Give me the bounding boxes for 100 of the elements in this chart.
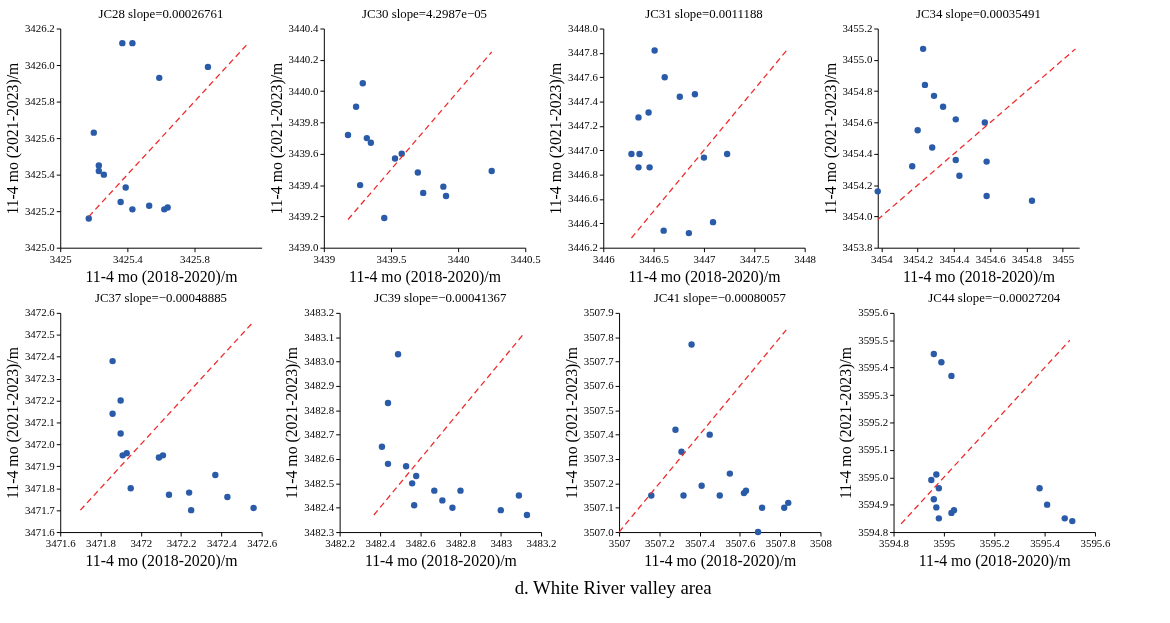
y-tick-label: 3454.4 xyxy=(842,147,873,160)
point xyxy=(781,504,788,511)
point xyxy=(212,471,219,479)
point xyxy=(391,155,399,162)
x-tick-label: 3482.4 xyxy=(365,537,396,550)
y-tick-label: 3483.1 xyxy=(304,330,335,343)
point xyxy=(678,448,685,455)
y-tick-label: 3507.3 xyxy=(583,452,614,465)
point xyxy=(123,449,130,457)
point xyxy=(952,116,959,123)
chart-title: JC30 slope=4.2987e−05 xyxy=(362,6,488,21)
y-tick-label: 3483.0 xyxy=(304,355,335,368)
y-tick-label: 3455.0 xyxy=(842,53,873,66)
x-tick-label: 3455 xyxy=(1052,253,1075,266)
point xyxy=(1069,517,1076,525)
point xyxy=(515,492,523,499)
point xyxy=(250,504,257,512)
point xyxy=(185,489,193,496)
point xyxy=(956,172,963,179)
y-tick-label: 3454.8 xyxy=(842,84,873,97)
chart-title: JC31 slope=0.0011188 xyxy=(645,6,763,21)
point xyxy=(672,426,679,433)
y-tick-label: 3594.8 xyxy=(858,525,889,538)
y-tick-label: 3472.0 xyxy=(24,437,56,450)
point xyxy=(952,156,959,164)
point xyxy=(935,515,943,522)
point xyxy=(645,109,652,116)
point xyxy=(159,452,167,459)
point xyxy=(384,460,392,468)
y-tick-label: 3426.0 xyxy=(24,58,56,71)
y-tick-label: 3472.2 xyxy=(24,394,55,407)
y-tick-label: 3472.1 xyxy=(24,415,55,428)
x-tick-label: 3440 xyxy=(447,253,471,266)
x-axis-title: 11-4 mo (2018-2020)/m xyxy=(902,267,1056,286)
y-tick-label: 3482.7 xyxy=(304,428,335,441)
y-tick-label: 3447.6 xyxy=(567,70,599,83)
point xyxy=(394,351,402,358)
point xyxy=(651,47,658,54)
x-tick-label: 3454.2 xyxy=(903,253,934,266)
y-tick-label: 3453.8 xyxy=(842,241,873,254)
y-tick-label: 3507.7 xyxy=(583,355,615,368)
x-tick-label: 3425.8 xyxy=(180,253,211,266)
text: d. White River valley area xyxy=(514,577,713,599)
y-axis-title: 11-4 mo (2021-2023)/m xyxy=(4,346,23,499)
point xyxy=(363,134,371,142)
y-tick-label: 3507.9 xyxy=(583,306,614,319)
y-tick-label: 3440.2 xyxy=(288,53,319,66)
y-tick-label: 3471.8 xyxy=(24,481,56,494)
x-tick-label: 3472 xyxy=(130,537,153,550)
point xyxy=(928,476,935,484)
point xyxy=(660,227,667,234)
y-tick-label: 3439.8 xyxy=(288,115,319,128)
point xyxy=(127,485,134,492)
y-tick-label: 3446.4 xyxy=(567,216,599,229)
point xyxy=(700,154,708,161)
point xyxy=(497,506,504,514)
x-tick-label: 3507.6 xyxy=(725,537,756,550)
point xyxy=(408,480,416,487)
point xyxy=(85,215,92,222)
point xyxy=(129,39,136,47)
y-tick-label: 3454.0 xyxy=(842,209,873,222)
x-tick-label: 3483.2 xyxy=(526,537,557,550)
x-tick-label: 3471.6 xyxy=(45,537,77,550)
point xyxy=(981,119,989,126)
point xyxy=(109,357,116,365)
x-tick-label: 3595.2 xyxy=(979,537,1010,550)
y-tick-label: 3425.0 xyxy=(24,241,56,254)
point xyxy=(431,487,438,494)
x-tick-label: 3454.4 xyxy=(939,253,970,266)
x-axis-title: 11-4 mo (2018-2020)/m xyxy=(628,267,782,286)
y-tick-label: 3447.4 xyxy=(567,95,599,108)
x-tick-label: 3425.4 xyxy=(112,253,144,266)
x-tick-label: 3507.2 xyxy=(644,537,675,550)
y-tick-label: 3447.2 xyxy=(567,119,598,132)
y-axis-title: 11-4 mo (2021-2023)/m xyxy=(547,61,566,215)
point xyxy=(983,158,990,165)
x-axis-title: 11-4 mo (2018-2020)/m xyxy=(85,267,239,286)
x-tick-label: 3483 xyxy=(490,537,513,550)
point xyxy=(635,164,642,171)
point xyxy=(723,150,731,158)
chart-title: JC28 slope=0.00026761 xyxy=(98,6,224,21)
x-tick-label: 3472.4 xyxy=(206,537,238,550)
point xyxy=(635,114,642,121)
y-tick-label: 3482.9 xyxy=(304,379,335,392)
y-tick-label: 3595.1 xyxy=(858,443,889,456)
x-tick-label: 3454.8 xyxy=(1012,253,1043,266)
y-tick-label: 3439.0 xyxy=(288,241,319,254)
x-axis-title: 11-4 mo (2018-2020)/m xyxy=(85,552,239,571)
point xyxy=(948,372,955,380)
y-tick-label: 3447.8 xyxy=(567,46,599,59)
y-tick-label: 3426.2 xyxy=(24,21,55,34)
point xyxy=(410,502,418,509)
point xyxy=(90,129,97,136)
y-tick-label: 3455.2 xyxy=(842,21,873,34)
point xyxy=(442,192,450,200)
chart-title: JC44 slope=−0.00027204 xyxy=(928,291,1061,306)
x-tick-label: 3454.6 xyxy=(975,253,1007,266)
y-tick-label: 3482.5 xyxy=(304,476,335,489)
point xyxy=(488,167,495,175)
y-axis-title: 11-4 mo (2021-2023)/m xyxy=(821,61,840,215)
